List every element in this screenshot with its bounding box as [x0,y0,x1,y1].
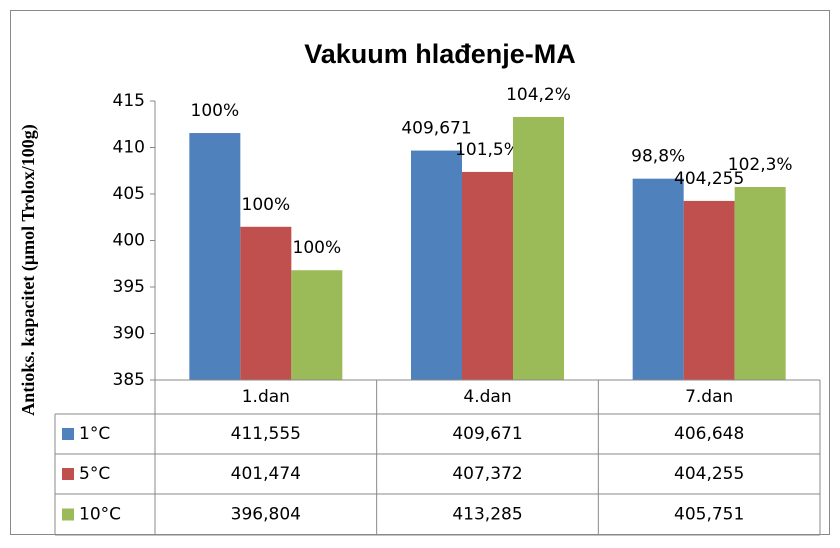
table-cell: 411,555 [231,424,301,444]
table-header: 7.dan [685,387,733,407]
table-cell: 396,804 [231,505,301,525]
bar-label: 100% [293,238,342,258]
y-tick-label: 390 [113,324,145,344]
bar-label: 100% [242,195,291,215]
y-tick-label: 415 [113,91,145,111]
bar [734,187,786,380]
table-cell: 401,474 [231,464,301,484]
bar-label: 101,5% [455,140,520,160]
bar [632,178,684,380]
table-cell: 404,255 [674,464,744,484]
bar [411,150,462,380]
bar-label: 102,3% [728,155,793,175]
bar-label: 409,671 [401,119,471,139]
bar-label: 98,8% [631,147,685,167]
chart-title: Vakuum hlađenje-MA [304,39,576,69]
y-tick-label: 410 [113,138,145,158]
bar-label: 104,2% [506,85,571,105]
table-cell: 409,671 [452,424,522,444]
bar [462,171,513,380]
table-header: 1.dan [242,387,290,407]
bar-label: 100% [191,101,240,121]
table-header: 4.dan [463,387,511,407]
bar [291,270,343,380]
legend-label: 5°C [79,464,110,484]
bar [683,200,735,380]
y-tick-label: 400 [113,231,145,251]
bar-label: 404,255 [674,169,744,189]
legend-key [62,468,74,480]
table-cell: 407,372 [452,464,522,484]
bar [513,116,564,381]
bar [240,226,292,380]
y-tick-label: 385 [113,370,145,390]
legend-key [62,508,74,521]
y-tick-label: 395 [113,277,145,297]
y-tick-label: 405 [113,184,145,204]
legend-label: 1°C [79,424,110,444]
table-cell: 413,285 [452,505,522,525]
table-cell: 405,751 [674,505,744,525]
y-axis-label: Antioks. kapacitet (µmol Trolox/100g) [18,124,39,415]
bar [189,133,241,380]
table-cell: 406,648 [674,424,744,444]
legend-key [62,428,74,440]
legend-label: 10°C [79,505,121,525]
